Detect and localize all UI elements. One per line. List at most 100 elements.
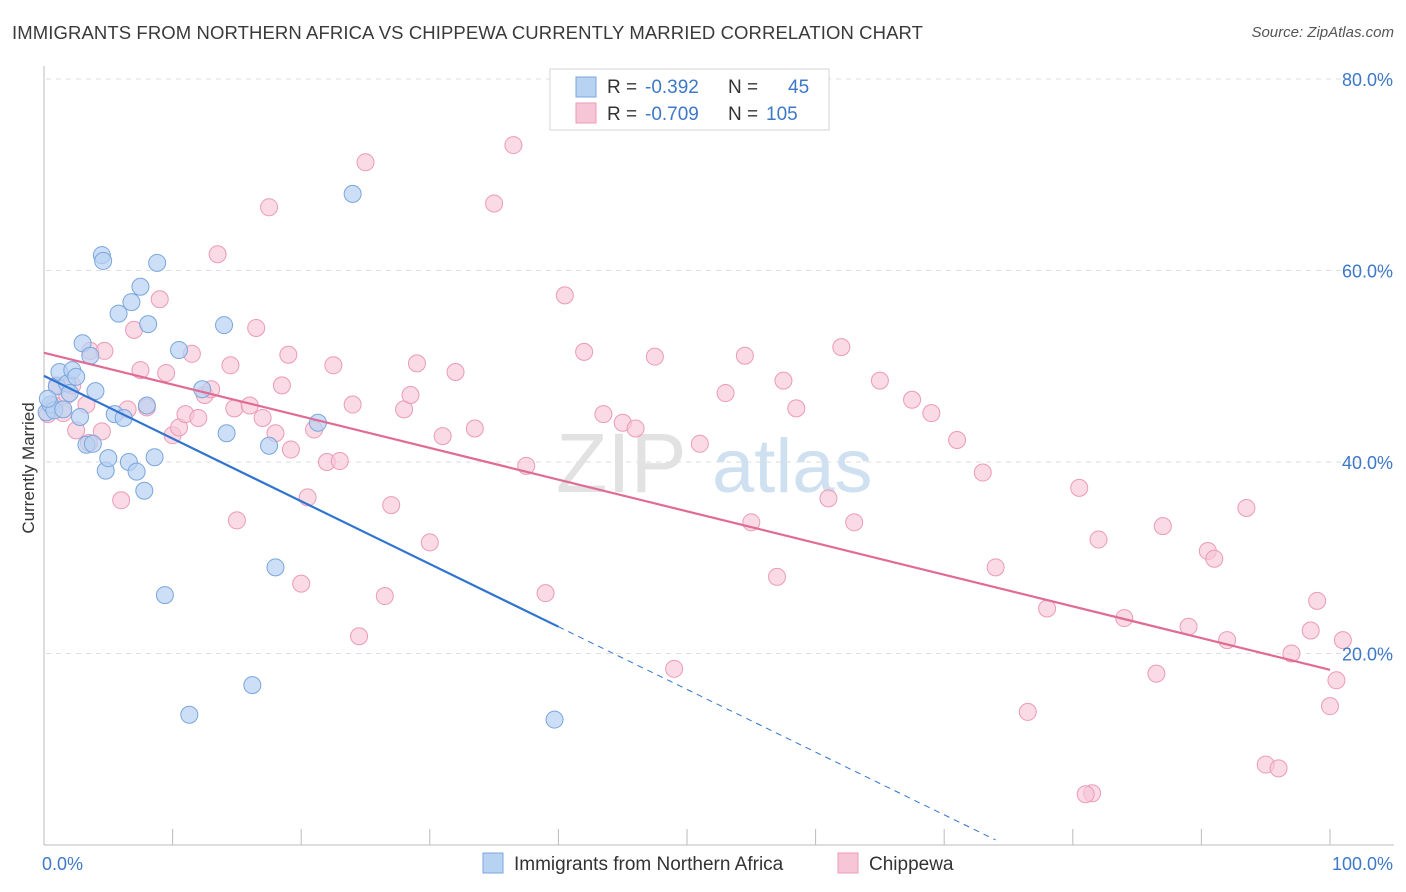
point-chippewa [870, 371, 889, 390]
y-axis-label: Currently Married [19, 402, 38, 533]
x-tick-label: 0.0% [42, 854, 83, 874]
point-chippewa [465, 419, 484, 438]
source-label: Source: ZipAtlas.com [1251, 24, 1394, 41]
point-chippewa [645, 347, 664, 366]
point-chippewa [555, 286, 574, 305]
grid [46, 78, 1394, 654]
point-immigrants [67, 367, 86, 386]
series-legend: Immigrants from Northern Africa Chippewa [482, 852, 954, 875]
point-chippewa [536, 584, 555, 603]
point-immigrants [155, 586, 174, 605]
point-immigrants [86, 382, 105, 401]
point-chippewa [1321, 697, 1339, 716]
point-immigrants [545, 710, 564, 729]
legend-swatch-blue [575, 76, 597, 98]
point-chippewa [787, 399, 806, 418]
point-chippewa [768, 567, 787, 586]
point-chippewa [1205, 549, 1224, 568]
point-chippewa [1237, 498, 1256, 517]
point-chippewa [401, 385, 420, 404]
point-chippewa [903, 390, 922, 409]
series-chippewa [38, 136, 1352, 804]
point-immigrants [217, 424, 236, 443]
point-chippewa [716, 384, 735, 403]
point-chippewa [626, 419, 645, 438]
point-immigrants [139, 315, 158, 334]
legend-r-value-pink: -0.709 [645, 104, 699, 125]
trend-lines [43, 351, 1331, 841]
point-immigrants [122, 293, 141, 312]
point-chippewa [1327, 671, 1346, 690]
point-chippewa [948, 430, 967, 449]
point-chippewa [594, 405, 613, 424]
y-tick-label: 20.0% [1342, 645, 1393, 665]
point-chippewa [986, 558, 1005, 577]
point-chippewa [150, 290, 169, 309]
legend-swatch-pink [575, 102, 597, 124]
legend-r-label-blue: R = [607, 77, 637, 98]
point-chippewa [832, 338, 851, 357]
legend-bottom-swatch-blue [482, 852, 504, 874]
legend-n-label-blue: N = [728, 77, 758, 98]
point-immigrants [38, 389, 57, 408]
point-chippewa [690, 434, 709, 453]
series-immigrants-northern-africa [37, 184, 564, 729]
legend-bottom-label-pink: Chippewa [869, 854, 954, 875]
point-chippewa [973, 463, 992, 482]
point-chippewa [253, 408, 272, 427]
point-immigrants [260, 436, 279, 455]
legend-bottom-swatch-pink [837, 852, 859, 874]
point-immigrants [127, 462, 146, 481]
point-chippewa [292, 574, 311, 593]
point-chippewa [221, 356, 240, 375]
point-chippewa [272, 376, 291, 395]
point-chippewa [208, 245, 227, 264]
legend-n-value-pink: 105 [766, 104, 798, 125]
point-chippewa [343, 395, 362, 414]
point-chippewa [922, 404, 941, 423]
point-chippewa [420, 533, 439, 552]
axes [43, 66, 1394, 846]
tick-labels: 20.0% 40.0% 60.0% 80.0% 0.0% 100.0% [42, 70, 1393, 874]
point-chippewa [433, 427, 452, 446]
point-immigrants [145, 448, 164, 467]
point-chippewa [157, 363, 176, 382]
point-chippewa [1070, 478, 1089, 497]
point-chippewa [845, 513, 864, 532]
trend-line-immigrants [43, 374, 559, 628]
point-chippewa [1089, 530, 1108, 549]
legend-r-label-pink: R = [607, 104, 637, 125]
point-chippewa [375, 587, 394, 606]
point-chippewa [356, 153, 375, 172]
trend-line-chippewa [43, 351, 1331, 671]
x-tick-label: 100.0% [1332, 854, 1393, 874]
chart-title: IMMIGRANTS FROM NORTHERN AFRICA VS CHIPP… [12, 22, 924, 43]
point-chippewa [1269, 759, 1288, 778]
point-chippewa [324, 356, 343, 375]
point-chippewa [92, 422, 111, 441]
point-immigrants [137, 396, 156, 415]
point-immigrants [135, 481, 154, 500]
point-immigrants [131, 277, 150, 296]
point-chippewa [1147, 664, 1166, 683]
point-chippewa [330, 452, 349, 471]
point-chippewa [131, 361, 150, 380]
point-chippewa [382, 496, 401, 515]
point-chippewa [1153, 517, 1172, 536]
point-immigrants [266, 558, 285, 577]
point-immigrants [148, 253, 167, 272]
point-chippewa [504, 136, 523, 155]
point-chippewa [1301, 621, 1320, 640]
point-chippewa [1018, 702, 1037, 721]
point-immigrants [109, 304, 128, 323]
legend-bottom-label-blue: Immigrants from Northern Africa [514, 854, 784, 875]
point-chippewa [260, 198, 279, 217]
point-immigrants [343, 184, 362, 203]
stats-legend: R = -0.392 N = 45 R = -0.709 N = 105 [549, 68, 830, 131]
point-chippewa [1282, 644, 1301, 663]
point-immigrants [71, 407, 90, 426]
y-tick-label: 40.0% [1342, 453, 1393, 473]
point-immigrants [180, 705, 199, 724]
point-chippewa [735, 346, 754, 365]
